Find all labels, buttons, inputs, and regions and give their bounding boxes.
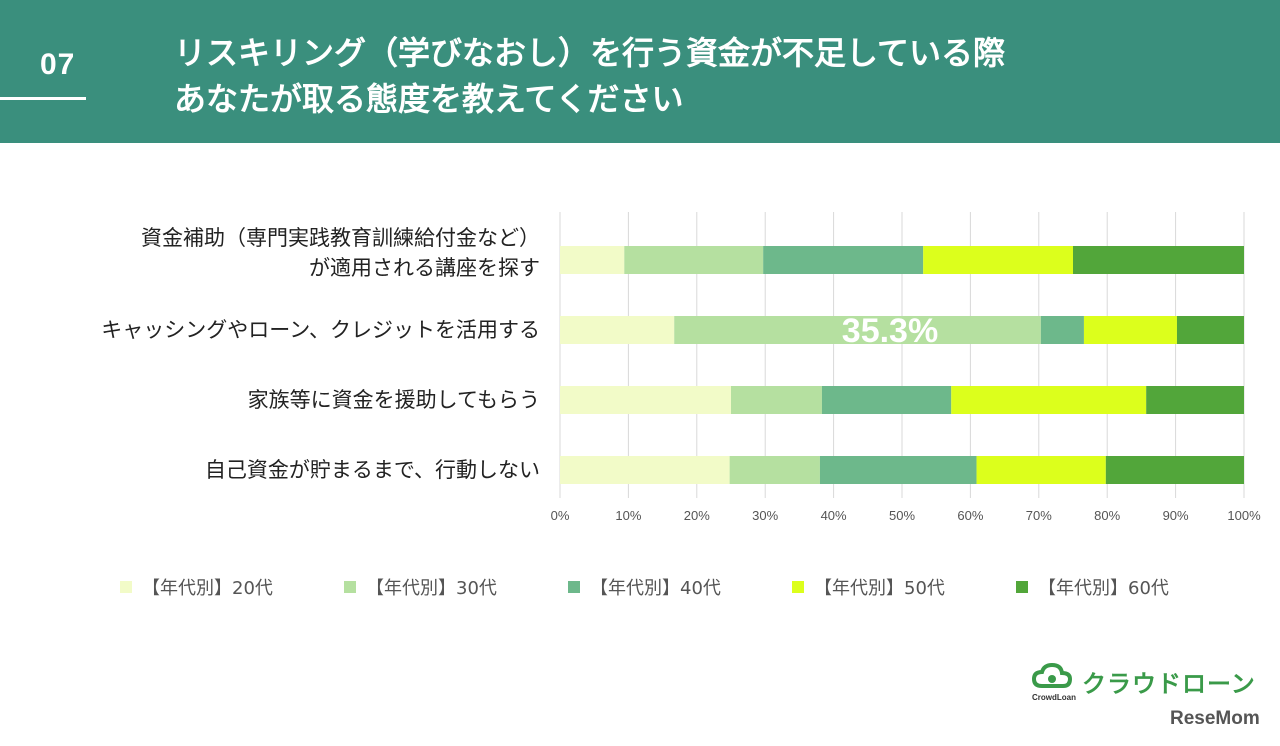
question-number: 07 [40, 48, 76, 81]
bar-segment [1176, 316, 1244, 344]
crowdloan-logo: クラウドローン CrowdLoan [1032, 662, 1262, 702]
legend-swatch [568, 581, 580, 593]
bar-segment [1146, 386, 1244, 414]
x-tick-label: 80% [1094, 508, 1120, 523]
bar-segment [1105, 456, 1244, 484]
bar-segment [731, 386, 822, 414]
x-tick-label: 70% [1026, 508, 1052, 523]
logo-subtext: CrowdLoan [1032, 693, 1076, 702]
category-label: が適用される講座を探す [309, 256, 540, 280]
data-label: 35.3% [842, 312, 938, 350]
category-label: 資金補助（専門実践教育訓練給付金など） [141, 226, 540, 250]
legend-label: 【年代別】60代 [1038, 578, 1169, 599]
legend-swatch [1016, 581, 1028, 593]
legend-item: 【年代別】40代 [568, 570, 792, 604]
chart-legend: 【年代別】20代 【年代別】30代 【年代別】40代 【年代別】50代 【年代別】60代 [120, 570, 1240, 604]
page-title: リスキリング（学びなおし）を行う資金が不足している際 あなたが取る態度を教えてく… [174, 30, 1005, 122]
logo-name: クラウドローン [1082, 670, 1256, 698]
x-tick-label: 10% [615, 508, 641, 523]
bar-segment [923, 246, 1073, 274]
x-tick-label: 20% [684, 508, 710, 523]
cloud-icon [1032, 662, 1073, 688]
legend-swatch [120, 581, 132, 593]
x-tick-label: 90% [1163, 508, 1189, 523]
category-label: キャッシングやローン、クレジットを活用する [101, 318, 540, 342]
bar-segment [763, 246, 924, 274]
watermark: ReseMom [1170, 708, 1260, 729]
bar-segment [1040, 316, 1084, 344]
x-tick-label: 50% [889, 508, 915, 523]
bar-segment [821, 386, 952, 414]
header-banner: 07 リスキリング（学びなおし）を行う資金が不足している際 あなたが取る態度を教… [0, 0, 1280, 143]
bar-segment [624, 246, 764, 274]
x-tick-label: 40% [821, 508, 847, 523]
x-tick-label: 60% [957, 508, 983, 523]
legend-item: 【年代別】20代 [120, 570, 344, 604]
question-number-underline [0, 97, 86, 100]
bar-segment [560, 456, 730, 484]
bar-segment [560, 386, 731, 414]
legend-swatch [344, 581, 356, 593]
x-tick-label: 30% [752, 508, 778, 523]
title-line-1: リスキリング（学びなおし）を行う資金が不足している際 [174, 34, 1006, 72]
bar-segment [951, 386, 1147, 414]
category-label: 家族等に資金を援助してもらう [248, 388, 540, 412]
legend-item: 【年代別】60代 [1016, 570, 1240, 604]
x-tick-label: 0% [551, 508, 570, 523]
bar-segment [976, 456, 1106, 484]
bar-segment [1073, 246, 1244, 274]
legend-item: 【年代別】50代 [792, 570, 1016, 604]
bar-segment [560, 246, 625, 274]
stacked-bar-chart: 0% 10% 20% 30% 40% 50% 60% 70% 80% 90% 100% 資金補助（専門… [101, 212, 1261, 523]
bar-segment [729, 456, 820, 484]
x-tick-label: 100% [1227, 508, 1261, 523]
title-line-2: あなたが取る態度を教えてください [174, 80, 684, 118]
legend-label: 【年代別】50代 [814, 578, 945, 599]
legend-swatch [792, 581, 804, 593]
category-label: 自己資金が貯まるまで、行動しない [205, 458, 540, 482]
legend-label: 【年代別】40代 [590, 578, 721, 599]
legend-label: 【年代別】20代 [142, 578, 273, 599]
bar-segment [674, 316, 1041, 344]
bar-segment [819, 456, 977, 484]
bar-segment [560, 316, 675, 344]
bar-segment [1083, 316, 1177, 344]
legend-item: 【年代別】30代 [344, 570, 568, 604]
legend-label: 【年代別】30代 [366, 578, 497, 599]
